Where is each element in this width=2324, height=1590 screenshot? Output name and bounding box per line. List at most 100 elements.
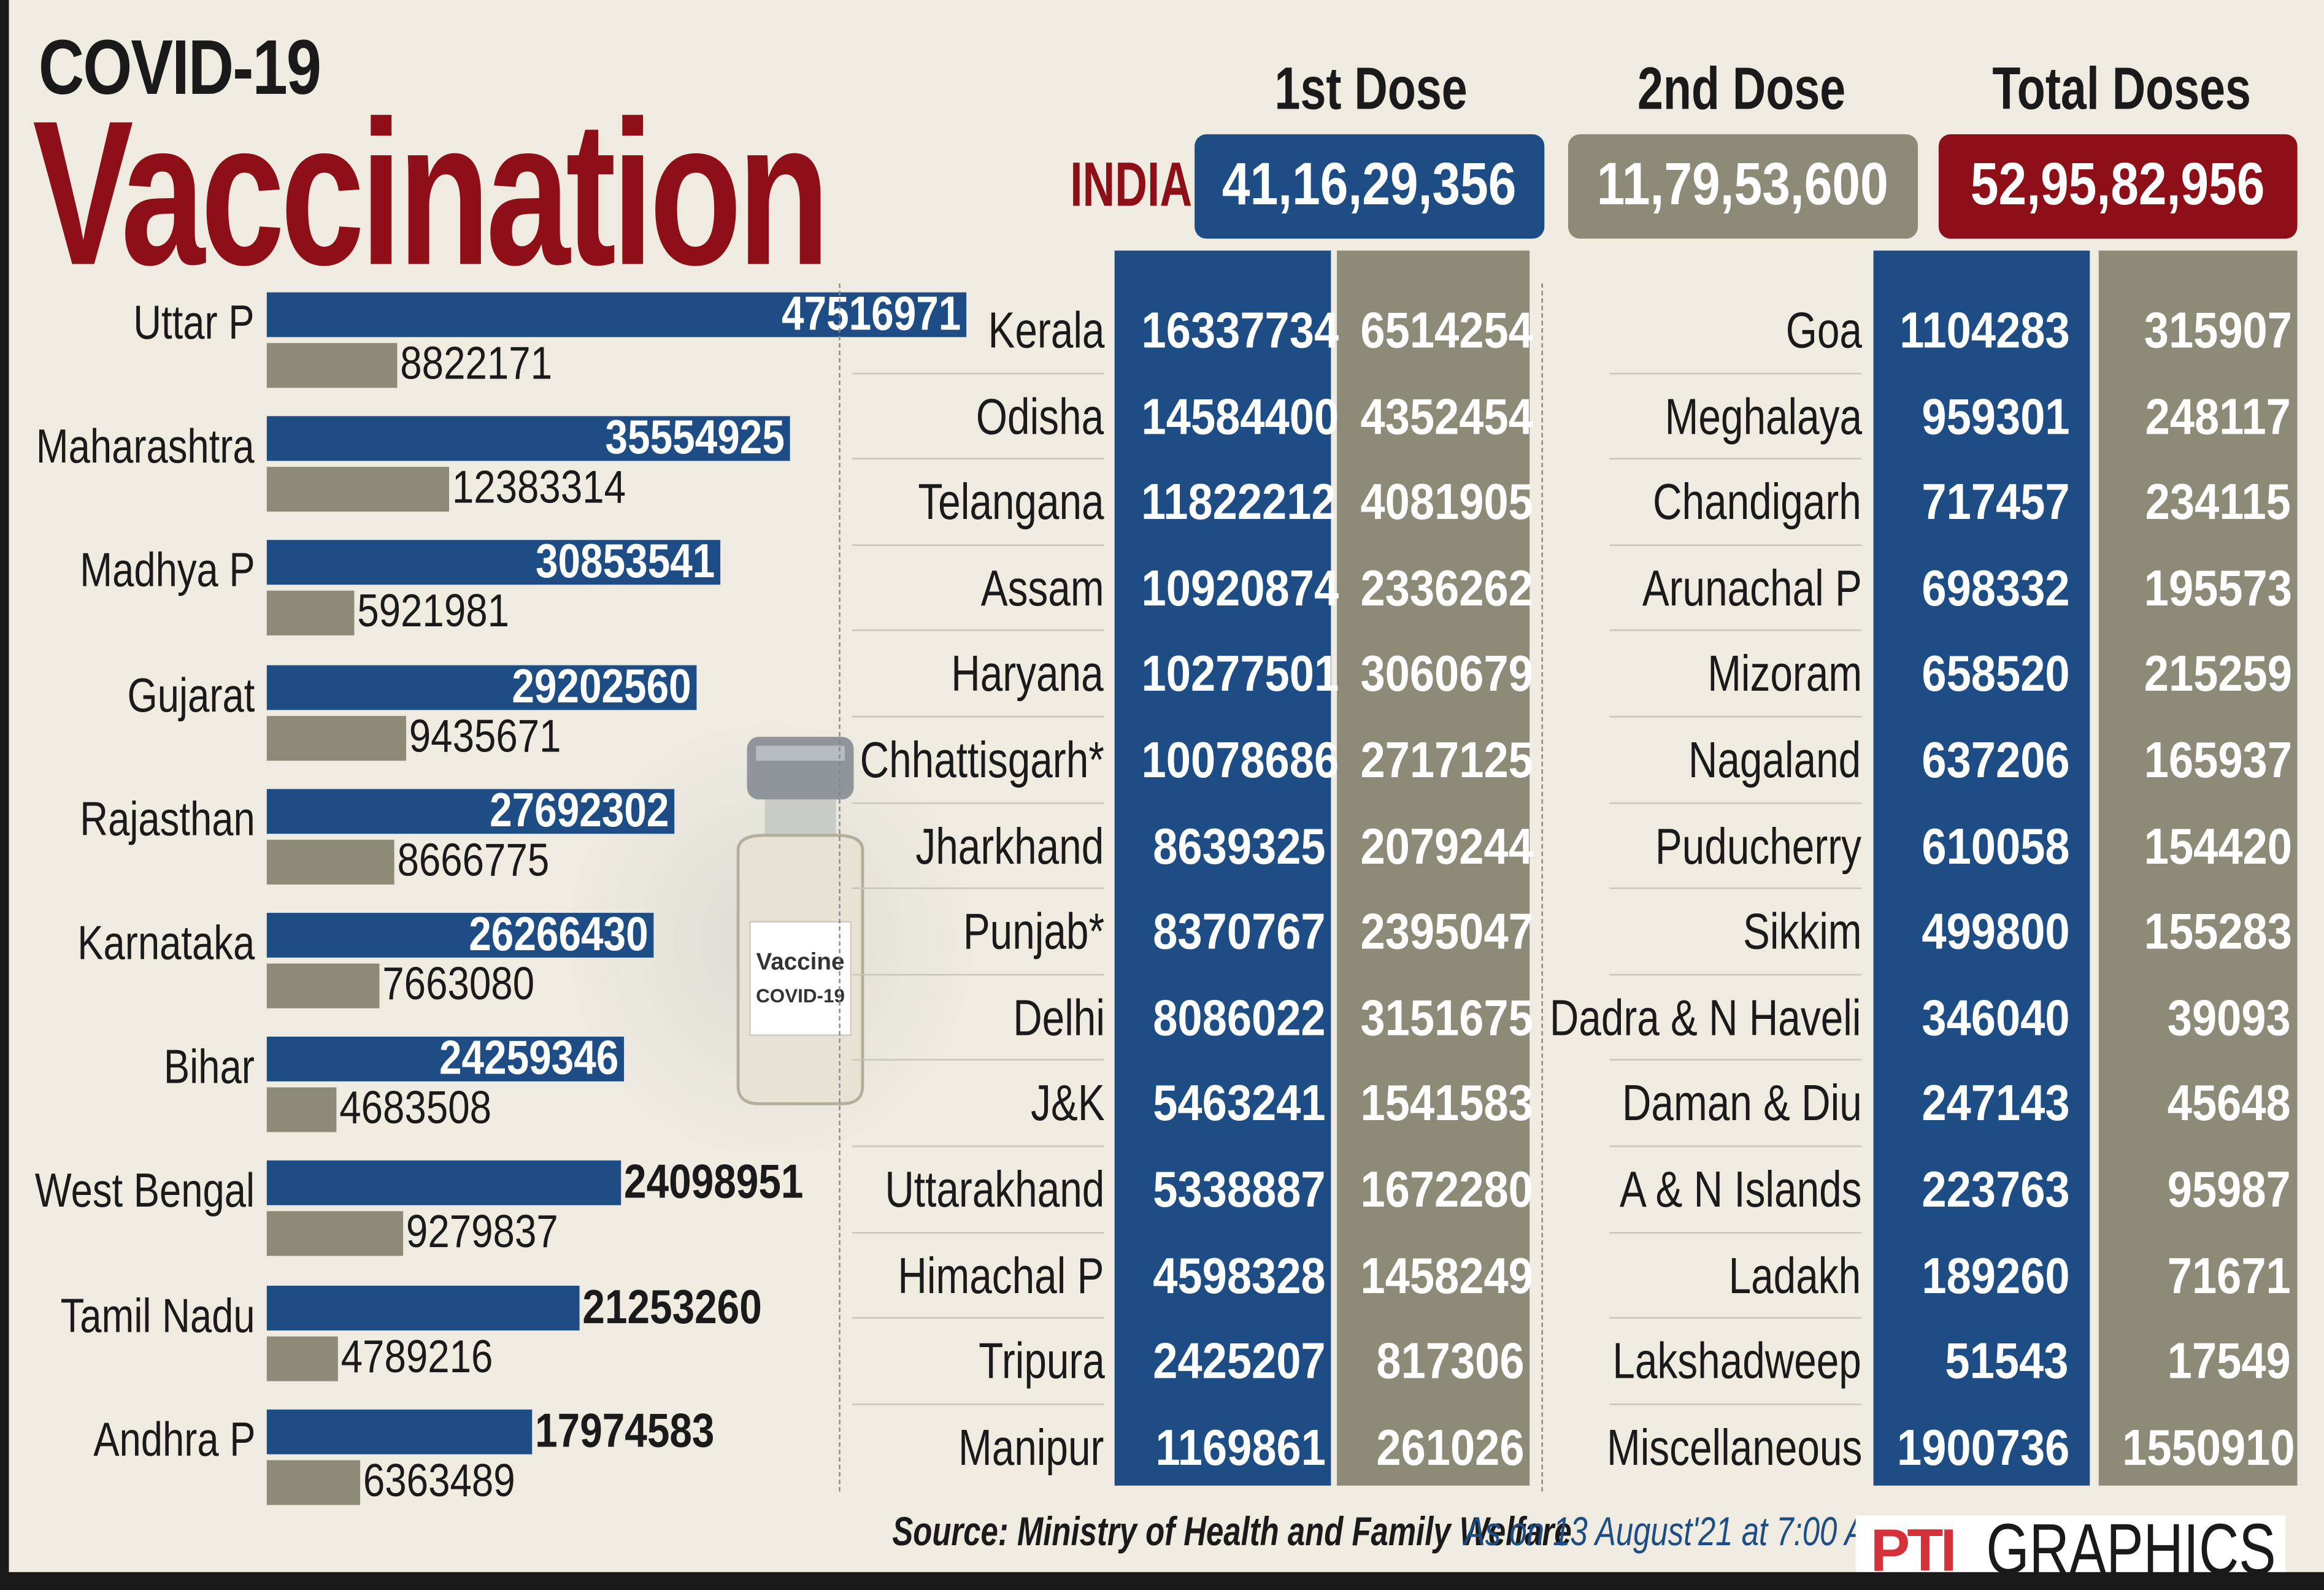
dose2-cell: 817306 [1337,1320,1523,1405]
state-name-text: Haryana [952,646,1104,704]
dose2-cell: 3060679 [1337,633,1533,718]
dose1-bar [266,1037,624,1082]
dose1-value-label: 21253260 [582,1279,763,1333]
state-name-text: Uttarakhand [884,1162,1104,1219]
dose2-value-label: 5921981 [356,585,509,638]
dose1-bar [266,664,697,710]
state-name-text: Manipur [958,1419,1104,1477]
dose2-cell-text: 195573 [2143,560,2291,618]
state-name-text: Puducherry [1655,818,1862,875]
row-divider [1609,1231,1862,1233]
dose2-value-label: 7663080 [382,958,535,1010]
dose2-bar [266,591,354,636]
dose1-value-label: 35554925 [605,410,785,464]
dose1-value-label: 26266430 [468,907,648,961]
dose1-bar [266,1285,580,1330]
dose1-cell-text: 717457 [1921,474,2069,532]
dose2-bar [266,963,380,1008]
row-divider [852,458,1104,460]
dose2-cell: 315907 [2099,290,2291,375]
state-name: Uttarakhand [829,1148,1104,1234]
header-dose1: 1st Dose [1274,56,1468,123]
dose2-cell: 2079244 [1337,805,1533,890]
dose2-cell: 2717125 [1337,719,1533,804]
dose2-cell: 1550910 [2099,1406,2295,1491]
dose1-cell: 1104283 [1874,290,2069,375]
dose1-cell: 4598328 [1115,1234,1325,1319]
title-covid: COVID-19 [38,25,321,112]
dose1-cell: 11822212 [1115,461,1336,547]
dose2-cell: 3151675 [1337,977,1533,1062]
dose1-cell-text: 189260 [1921,1248,2069,1305]
dose1-cell: 1900736 [1874,1406,2069,1491]
dose2-cell-text: 2079244 [1360,818,1533,875]
state-name-text: Chhattisgarh* [860,732,1104,789]
state-name: Mizoram [1668,633,1861,718]
dose2-cell: 195573 [2099,547,2291,632]
state-name-text: Dadra & N Haveli [1550,990,1862,1047]
state-name-text: Sikkim [1742,904,1862,961]
row-divider [852,544,1104,546]
dose2-cell-text: 4081905 [1360,474,1533,532]
state-name: Miscellaneous [1542,1406,1861,1491]
state-name-text: Chandigarh [1653,474,1862,532]
india-total-value: 52,95,82,956 [1971,152,2266,218]
dose1-bar [266,540,721,586]
row-divider [852,802,1104,804]
state-name-text: Lakshadweep [1612,1334,1862,1391]
dose2-cell: 17549 [2099,1320,2291,1405]
mid-dose1-column [1114,250,1331,1486]
dose2-cell-text: 45648 [2168,1076,2291,1133]
dose2-cell-text: 1550910 [2122,1419,2295,1477]
dose2-cell-text: 95987 [2168,1162,2291,1219]
dose1-bar [266,416,791,461]
dose1-cell: 8086022 [1115,977,1325,1062]
header-total: Total Doses [1992,56,2251,123]
dose1-bar [266,788,675,834]
mid-dose2-column [1337,250,1530,1486]
dose1-cell: 5463241 [1115,1062,1325,1148]
dose1-cell: 223763 [1874,1148,2069,1234]
dose2-cell: 71671 [2099,1234,2291,1319]
dose2-bar [266,715,406,761]
dose2-cell-text: 1672280 [1360,1162,1533,1219]
dose2-cell: 95987 [2099,1148,2291,1234]
dose2-value-label: 8822171 [399,337,552,390]
state-name: Arunachal P [1587,547,1861,632]
dose1-cell: 610058 [1874,805,2069,890]
india-dose1-value: 41,16,29,356 [1222,152,1517,218]
date-note: As on 13 August'21 at 7:00 AM [1464,1509,1891,1554]
row-divider [852,1145,1104,1147]
dose2-cell-text: 1458249 [1360,1248,1533,1305]
dose2-bar [266,1459,361,1505]
dose1-cell-text: 346040 [1921,990,2069,1047]
title-vaccination: Vaccination [33,79,830,309]
india-dose1-box: 41,16,29,356 [1195,134,1545,239]
state-name-text: Meghalaya [1664,388,1862,446]
dose1-cell: 16337734 [1115,290,1339,375]
state-name: Assam [950,547,1104,632]
dose1-cell-text: 959301 [1921,388,2069,446]
row-divider [852,372,1104,374]
dose2-cell-text: 165937 [2143,732,2291,789]
row-divider [1609,802,1862,804]
dose1-bar [266,1409,532,1454]
dose2-cell: 1458249 [1337,1234,1533,1319]
state-name: Punjab* [928,891,1104,976]
dose2-cell: 2336262 [1337,547,1533,632]
state-name-text: Goa [1785,302,1862,359]
dose1-bar [266,1161,622,1206]
dose2-cell-text: 71671 [2168,1248,2291,1305]
dose1-cell: 10277501 [1115,633,1339,718]
dose1-cell-text: 11822212 [1141,474,1336,532]
dose2-cell: 1672280 [1337,1148,1533,1234]
source-note: Source: Ministry of Health and Family We… [892,1509,1572,1554]
dose1-cell: 346040 [1874,977,2069,1062]
state-name: A & N Islands [1559,1148,1861,1234]
dose1-value-label: 24098951 [624,1154,804,1209]
dose2-cell: 155283 [2099,891,2291,976]
india-dose2-value: 11,79,53,600 [1597,152,1889,218]
dose2-cell-text: 2336262 [1360,560,1533,618]
state-name: Jharkhand [869,805,1104,890]
